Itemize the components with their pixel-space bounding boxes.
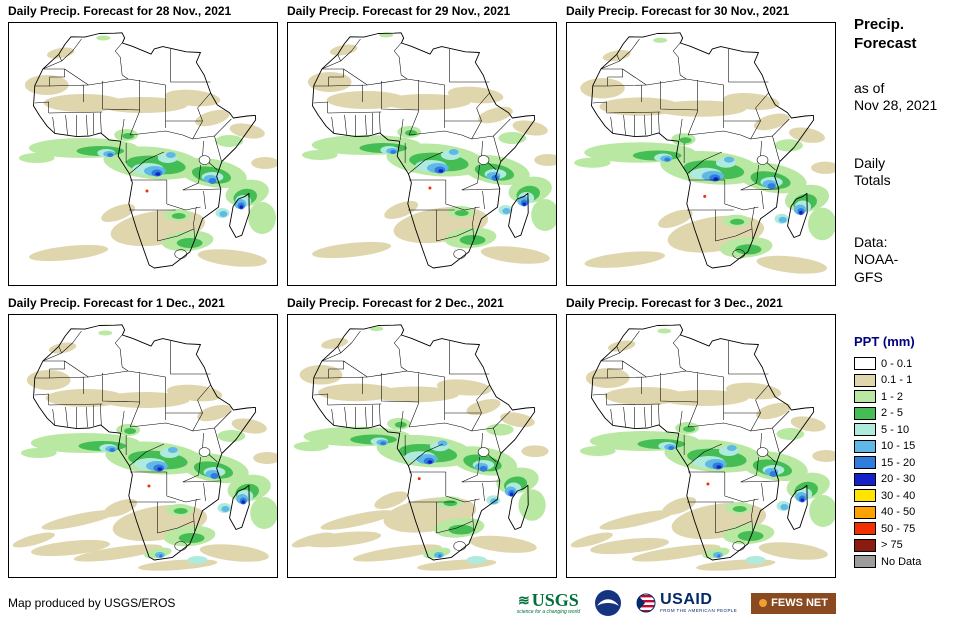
legend-item: > 75 xyxy=(854,538,963,552)
legend-color-swatch xyxy=(854,357,876,370)
map-panel: Daily Precip. Forecast for 3 Dec., 2021 xyxy=(566,296,836,578)
legend-item: 0 - 0.1 xyxy=(854,357,963,370)
daily-totals-label: Daily Totals xyxy=(854,154,891,189)
legend-label: 1 - 2 xyxy=(881,390,904,403)
map-panel: Daily Precip. Forecast for 28 Nov., 2021 xyxy=(8,4,278,286)
legend-title: PPT (mm) xyxy=(854,334,915,349)
map-panel: Daily Precip. Forecast for 2 Dec., 2021 xyxy=(287,296,557,578)
legend-item: 1 - 2 xyxy=(854,390,963,403)
usgs-wave-icon: ≋ xyxy=(518,592,530,608)
africa-precip-map xyxy=(287,22,557,286)
africa-precip-map xyxy=(566,314,836,578)
legend-label: 2 - 5 xyxy=(881,407,904,419)
legend-label: 5 - 10 xyxy=(881,423,910,436)
legend-color-swatch xyxy=(854,522,876,535)
as-of-date: as of Nov 28, 2021 xyxy=(854,79,938,114)
africa-precip-map xyxy=(8,22,278,286)
map-panel-title: Daily Precip. Forecast for 2 Dec., 2021 xyxy=(287,296,504,310)
legend-color-swatch xyxy=(854,373,876,387)
legend-label: 0.1 - 1 xyxy=(881,374,913,386)
usaid-logo-text: USAID xyxy=(660,591,713,609)
usgs-logo: ≋ USGS science for a changing world xyxy=(517,591,580,615)
africa-precip-map xyxy=(566,22,836,286)
map-credit: Map produced by USGS/EROS xyxy=(8,596,176,610)
africa-map-graphic xyxy=(290,324,549,573)
legend-label: 30 - 40 xyxy=(881,489,916,502)
map-panel-title: Daily Precip. Forecast for 3 Dec., 2021 xyxy=(566,296,783,310)
legend-label: 40 - 50 xyxy=(881,506,916,518)
map-panel-title: Daily Precip. Forecast for 29 Nov., 2021 xyxy=(287,4,511,18)
africa-precip-map xyxy=(287,314,557,578)
data-source-label: Data: NOAA- GFS xyxy=(854,233,899,285)
footer: Map produced by USGS/EROS ≋ USGS science… xyxy=(8,586,836,620)
map-panel-title: Daily Precip. Forecast for 28 Nov., 2021 xyxy=(8,4,232,18)
legend-item: 0.1 - 1 xyxy=(854,373,963,387)
noaa-emblem-icon xyxy=(595,590,622,616)
sidebar: Precip. Forecast as of Nov 28, 2021 Dail… xyxy=(844,0,967,626)
africa-map-graphic xyxy=(569,324,835,573)
legend-color-swatch xyxy=(854,456,876,469)
legend-color-swatch xyxy=(854,505,876,519)
legend-color-swatch xyxy=(854,489,876,502)
usaid-flag-icon xyxy=(636,593,656,613)
legend: 0 - 0.1 0.1 - 1 1 - 2 2 - 5 5 - 10 10 - … xyxy=(854,357,963,568)
usaid-logo: USAID FROM THE AMERICAN PEOPLE xyxy=(636,592,737,614)
legend-item: No Data xyxy=(854,555,963,568)
legend-item: 5 - 10 xyxy=(854,423,963,436)
legend-item: 50 - 75 xyxy=(854,522,963,535)
legend-label: No Data xyxy=(881,555,922,568)
africa-map-graphic xyxy=(11,324,277,573)
legend-color-swatch xyxy=(854,555,876,568)
map-panel: Daily Precip. Forecast for 1 Dec., 2021 xyxy=(8,296,278,578)
africa-map-graphic xyxy=(301,32,556,269)
legend-item: 40 - 50 xyxy=(854,505,963,519)
map-panel-title: Daily Precip. Forecast for 30 Nov., 2021 xyxy=(566,4,790,18)
legend-color-swatch xyxy=(854,406,876,420)
noaa-logo xyxy=(594,589,622,617)
legend-item: 30 - 40 xyxy=(854,489,963,502)
fews-net-logo: FEWS NET xyxy=(751,592,836,614)
africa-precip-map xyxy=(8,314,278,578)
legend-item: 20 - 30 xyxy=(854,472,963,486)
fews-net-logo-text: FEWS NET xyxy=(771,596,828,609)
legend-color-swatch xyxy=(854,390,876,403)
legend-color-swatch xyxy=(854,439,876,453)
maps-area: Daily Precip. Forecast for 28 Nov., 2021… xyxy=(8,4,844,620)
map-panel-title: Daily Precip. Forecast for 1 Dec., 2021 xyxy=(8,296,225,310)
legend-label: > 75 xyxy=(881,539,903,551)
fews-globe-icon xyxy=(759,599,768,607)
map-panel: Daily Precip. Forecast for 29 Nov., 2021 xyxy=(287,4,557,286)
legend-item: 2 - 5 xyxy=(854,406,963,420)
legend-label: 0 - 0.1 xyxy=(881,357,913,370)
legend-label: 15 - 20 xyxy=(881,456,916,469)
legend-label: 20 - 30 xyxy=(881,473,916,485)
legend-color-swatch xyxy=(854,423,876,436)
agency-logos: ≋ USGS science for a changing world xyxy=(517,589,836,617)
usgs-logo-text: USGS xyxy=(531,590,579,610)
legend-color-swatch xyxy=(854,538,876,552)
legend-color-swatch xyxy=(854,472,876,486)
usgs-tagline: science for a changing world xyxy=(516,609,581,615)
legend-label: 10 - 15 xyxy=(881,440,916,452)
legend-item: 10 - 15 xyxy=(854,439,963,453)
usaid-tagline: FROM THE AMERICAN PEOPLE xyxy=(660,608,738,614)
africa-map-graphic xyxy=(574,32,835,277)
legend-label: 50 - 75 xyxy=(881,522,916,535)
legend-item: 15 - 20 xyxy=(854,456,963,469)
africa-map-graphic xyxy=(18,32,277,270)
map-panel: Daily Precip. Forecast for 30 Nov., 2021 xyxy=(566,4,836,286)
sidebar-title: Precip. Forecast xyxy=(854,16,917,52)
maps-grid: Daily Precip. Forecast for 28 Nov., 2021… xyxy=(8,4,844,578)
